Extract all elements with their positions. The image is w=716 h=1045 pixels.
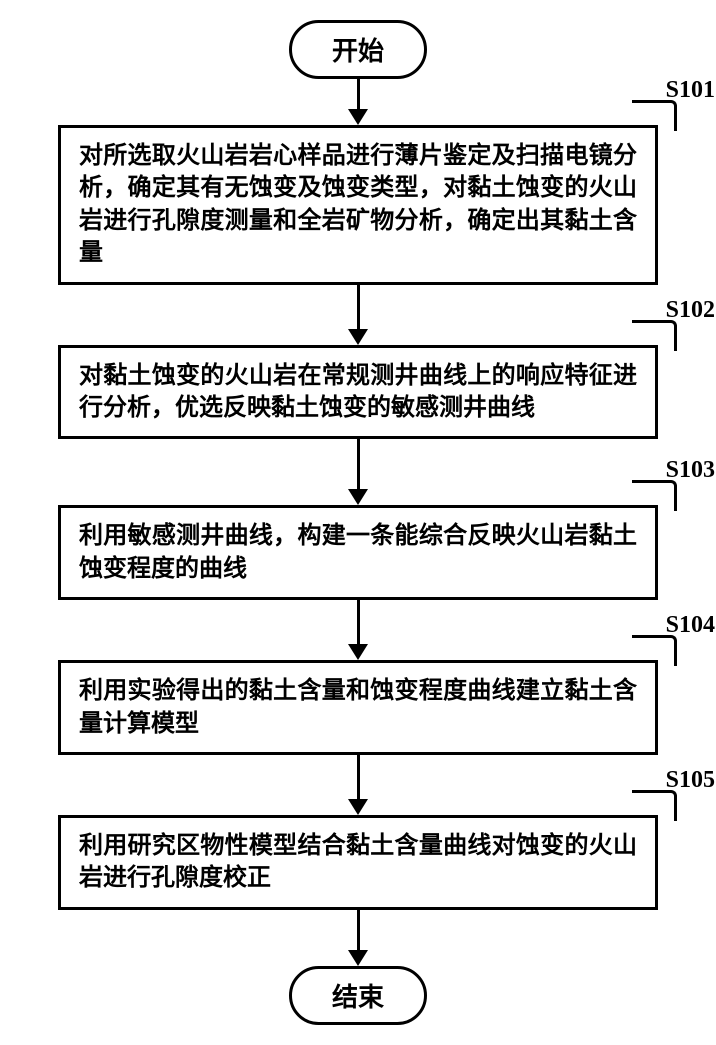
arrow <box>348 285 368 345</box>
process-step-s101: 对所选取火山岩岩心样品进行薄片鉴定及扫描电镜分析，确定其有无蚀变及蚀变类型，对黏… <box>58 125 658 285</box>
step-label: S104 <box>666 609 715 641</box>
process-step-s105: 利用研究区物性模型结合黏土含量曲线对蚀变的火山岩进行孔隙度校正 S105 <box>58 815 658 910</box>
process-step-s102: 对黏土蚀变的火山岩在常规测井曲线上的响应特征进行分析，优选反映黏土蚀变的敏感测井… <box>58 345 658 440</box>
process-text: 利用实验得出的黏土含量和蚀变程度曲线建立黏土含量计算模型 <box>79 678 637 736</box>
arrow <box>348 600 368 660</box>
arrow <box>348 439 368 505</box>
step-label: S105 <box>666 764 715 796</box>
process-text: 对黏土蚀变的火山岩在常规测井曲线上的响应特征进行分析，优选反映黏土蚀变的敏感测井… <box>79 363 637 421</box>
end-terminal: 结束 <box>289 966 427 1025</box>
arrow <box>348 910 368 966</box>
process-text: 对所选取火山岩岩心样品进行薄片鉴定及扫描电镜分析，确定其有无蚀变及蚀变类型，对黏… <box>79 143 637 266</box>
process-text: 利用敏感测井曲线，构建一条能综合反映火山岩黏土蚀变程度的曲线 <box>79 523 637 581</box>
process-step-s103: 利用敏感测井曲线，构建一条能综合反映火山岩黏土蚀变程度的曲线 S103 <box>58 505 658 600</box>
flowchart-container: 开始 对所选取火山岩岩心样品进行薄片鉴定及扫描电镜分析，确定其有无蚀变及蚀变类型… <box>20 20 696 1025</box>
step-label: S102 <box>666 294 715 326</box>
step-label: S103 <box>666 454 715 486</box>
arrow <box>348 755 368 815</box>
process-step-s104: 利用实验得出的黏土含量和蚀变程度曲线建立黏土含量计算模型 S104 <box>58 660 658 755</box>
process-text: 利用研究区物性模型结合黏土含量曲线对蚀变的火山岩进行孔隙度校正 <box>79 833 637 891</box>
arrow <box>348 79 368 125</box>
start-terminal: 开始 <box>289 20 427 79</box>
step-label: S101 <box>666 74 715 106</box>
